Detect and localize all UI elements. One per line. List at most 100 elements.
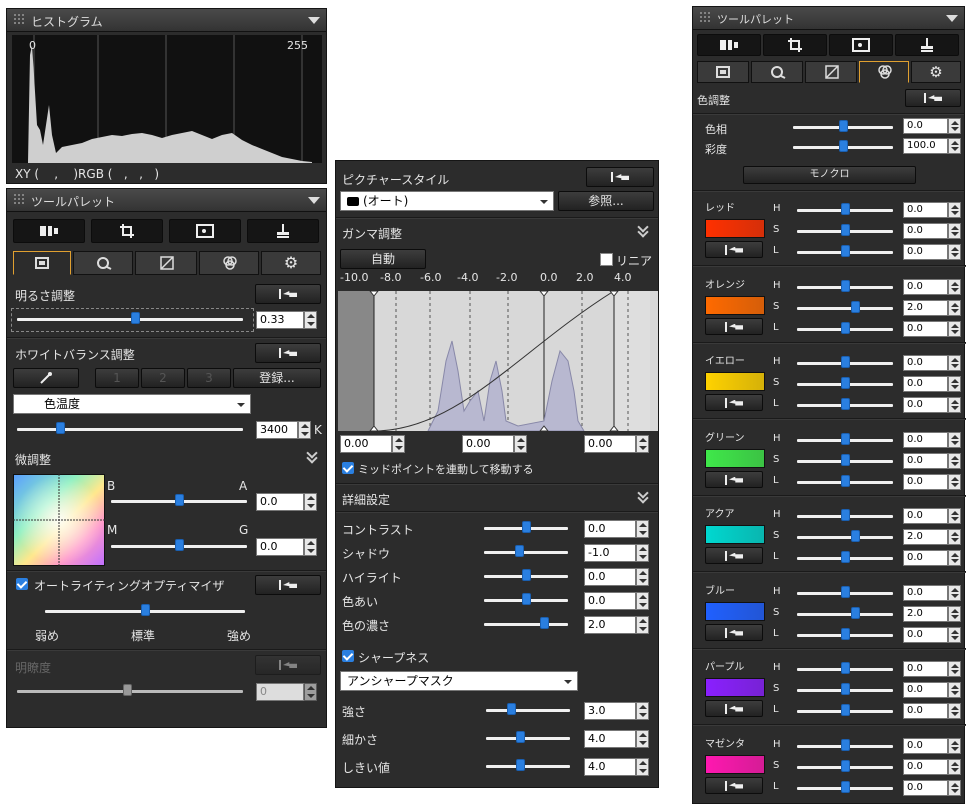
color-group-reset-button[interactable] — [705, 547, 763, 564]
double-chevron-icon[interactable] — [307, 451, 317, 463]
channel-spinner[interactable] — [948, 627, 961, 643]
gamma-white-field[interactable]: 0.00 — [584, 435, 636, 453]
channel-value-field[interactable]: 2.0 — [903, 300, 948, 316]
channel-slider-thumb[interactable] — [841, 628, 850, 640]
sharp-slider-thumb[interactable] — [507, 703, 516, 715]
fine-mg-value-field[interactable]: 0.0 — [256, 538, 304, 556]
alo-reset-button[interactable] — [255, 575, 321, 595]
fine-ba-value-field[interactable]: 0.0 — [256, 493, 304, 511]
detail-spinner[interactable] — [636, 592, 649, 610]
channel-value-field[interactable]: 0.0 — [903, 627, 948, 643]
tab-lens[interactable] — [73, 251, 133, 275]
fine-ba-slider-thumb[interactable] — [175, 494, 184, 506]
channel-slider-track[interactable] — [797, 307, 893, 310]
detail-slider-track[interactable] — [484, 551, 568, 554]
dust-tool-button[interactable] — [829, 34, 893, 56]
channel-spinner[interactable] — [948, 321, 961, 337]
detail-value-field[interactable]: -1.0 — [584, 544, 636, 562]
channel-spinner[interactable] — [948, 453, 961, 469]
detail-spinner[interactable] — [636, 568, 649, 586]
stamp-tool-button[interactable] — [895, 34, 959, 56]
channel-slider-thumb[interactable] — [841, 245, 850, 257]
channel-value-field[interactable]: 0.0 — [903, 321, 948, 337]
channel-spinner[interactable] — [948, 244, 961, 260]
hue-value-field[interactable]: 0.0 — [903, 118, 948, 134]
tab-color[interactable] — [859, 61, 909, 83]
channel-slider-thumb[interactable] — [841, 662, 850, 674]
brightness-value-field[interactable]: 0.33 — [256, 311, 304, 329]
sharp-spinner[interactable] — [636, 730, 649, 748]
brightness-slider-thumb[interactable] — [131, 312, 140, 324]
channel-slider-thumb[interactable] — [841, 509, 850, 521]
channel-spinner[interactable] — [948, 508, 961, 524]
sharp-slider-track[interactable] — [486, 765, 570, 768]
channel-spinner[interactable] — [948, 279, 961, 295]
detail-spinner[interactable] — [636, 520, 649, 538]
hue-slider-thumb[interactable] — [839, 120, 848, 132]
tab-tone[interactable] — [805, 61, 857, 83]
alo-slider-thumb[interactable] — [141, 604, 150, 616]
wb-temp-value-field[interactable]: 3400 — [256, 421, 298, 439]
dropdown-arrow-icon[interactable] — [308, 17, 320, 24]
saturation-slider-thumb[interactable] — [839, 140, 848, 152]
channel-spinner[interactable] — [948, 703, 961, 719]
wb-preset-3-button[interactable]: 3 — [187, 368, 231, 388]
wb-temp-spinner[interactable] — [298, 421, 311, 439]
channel-value-field[interactable]: 2.0 — [903, 529, 948, 545]
channel-value-field[interactable]: 0.0 — [903, 376, 948, 392]
channel-value-field[interactable]: 0.0 — [903, 759, 948, 775]
channel-slider-thumb[interactable] — [841, 760, 850, 772]
tab-basic[interactable] — [697, 61, 749, 83]
wb-preset-1-button[interactable]: 1 — [95, 368, 139, 388]
color-group-reset-button[interactable] — [705, 777, 763, 794]
midpoint-checkbox[interactable] — [342, 462, 354, 474]
wb-temp-slider-thumb[interactable] — [56, 422, 65, 434]
detail-slider-thumb[interactable] — [522, 593, 531, 605]
stamp-tool-button[interactable] — [247, 219, 319, 243]
white-balance-reset-button[interactable] — [255, 343, 321, 363]
channel-slider-thumb[interactable] — [841, 475, 850, 487]
detail-slider-thumb[interactable] — [522, 569, 531, 581]
channel-value-field[interactable]: 0.0 — [903, 585, 948, 601]
channel-value-field[interactable]: 0.0 — [903, 508, 948, 524]
channel-value-field[interactable]: 0.0 — [903, 703, 948, 719]
channel-value-field[interactable]: 0.0 — [903, 453, 948, 469]
color-group-reset-button[interactable] — [705, 241, 763, 258]
gamma-black-field[interactable]: 0.00 — [340, 435, 392, 453]
channel-value-field[interactable]: 0.0 — [903, 780, 948, 796]
double-chevron-icon[interactable] — [638, 225, 648, 237]
sharp-slider-track[interactable] — [486, 709, 570, 712]
sharp-spinner[interactable] — [636, 758, 649, 776]
channel-value-field[interactable]: 0.0 — [903, 432, 948, 448]
sharp-value-field[interactable]: 3.0 — [584, 702, 636, 720]
detail-slider-thumb[interactable] — [540, 617, 549, 629]
histogram-titlebar[interactable]: ヒストグラム — [7, 9, 326, 32]
channel-spinner[interactable] — [948, 759, 961, 775]
channel-spinner[interactable] — [948, 432, 961, 448]
channel-spinner[interactable] — [948, 780, 961, 796]
sharp-slider-thumb[interactable] — [516, 759, 525, 771]
hue-spinner[interactable] — [948, 118, 961, 134]
channel-slider-thumb[interactable] — [841, 683, 850, 695]
dropdown-arrow-icon[interactable] — [946, 15, 958, 22]
detail-spinner[interactable] — [636, 616, 649, 634]
channel-value-field[interactable]: 0.0 — [903, 397, 948, 413]
channel-slider-thumb[interactable] — [841, 280, 850, 292]
brightness-spinner[interactable] — [304, 311, 317, 329]
channel-slider-thumb[interactable] — [851, 530, 860, 542]
tab-color[interactable] — [199, 251, 259, 275]
color-group-reset-button[interactable] — [705, 394, 763, 411]
tab-tone[interactable] — [135, 251, 197, 275]
channel-spinner[interactable] — [948, 474, 961, 490]
channel-value-field[interactable]: 0.0 — [903, 355, 948, 371]
channel-slider-track[interactable] — [797, 536, 893, 539]
crop-tool-button[interactable] — [91, 219, 163, 243]
channel-value-field[interactable]: 0.0 — [903, 202, 948, 218]
left-palette-titlebar[interactable]: ツールパレット — [7, 189, 326, 212]
channel-slider-thumb[interactable] — [841, 586, 850, 598]
channel-spinner[interactable] — [948, 585, 961, 601]
channel-value-field[interactable]: 0.0 — [903, 474, 948, 490]
picture-style-reset-button[interactable] — [586, 167, 654, 187]
gamma-mid-spinner[interactable] — [514, 435, 527, 453]
dropdown-arrow-icon[interactable] — [308, 197, 320, 204]
